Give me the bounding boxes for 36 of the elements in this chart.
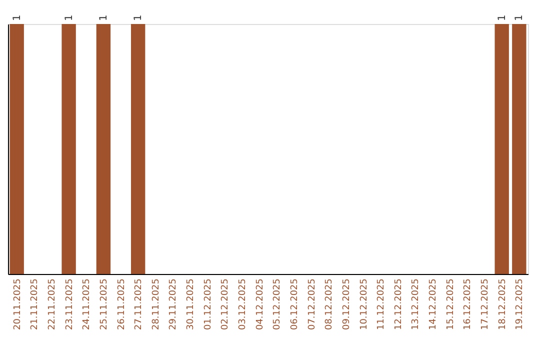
x-tick-label: 11.12.2025 [376, 278, 387, 330]
x-tick-label: 02.12.2025 [220, 278, 231, 330]
x-tick-label: 21.11.2025 [30, 278, 40, 330]
x-tick-label: 03.12.2025 [238, 278, 248, 330]
x-tick-label: 27.11.2025 [134, 278, 144, 330]
x-tick-label: 14.12.2025 [428, 278, 439, 330]
x-tick-label: 04.12.2025 [255, 278, 266, 330]
x-tick-label: 20.11.2025 [12, 278, 23, 330]
x-tick-label: 26.11.2025 [116, 278, 127, 330]
x-tick-label: 15.12.2025 [446, 278, 456, 330]
data-label: 1 [496, 14, 508, 21]
x-tick-label: 18.12.2025 [498, 278, 508, 330]
x-tick-label: 08.12.2025 [324, 278, 335, 330]
x-tick-label: 19.12.2025 [515, 278, 526, 330]
data-label: 1 [514, 14, 526, 21]
x-tick-label: 07.12.2025 [307, 278, 318, 330]
x-tick-label: 17.12.2025 [480, 278, 491, 330]
data-label: 1 [12, 14, 23, 21]
x-tick-label: 05.12.2025 [272, 278, 283, 330]
x-tick-label: 29.11.2025 [168, 278, 179, 330]
x-tick-label: 01.12.2025 [203, 278, 214, 330]
x-tick-label: 22.11.2025 [47, 278, 58, 330]
x-tick-label: 12.12.2025 [394, 278, 404, 330]
x-tick-label: 23.11.2025 [64, 278, 75, 330]
x-tick-label: 28.11.2025 [151, 278, 162, 330]
data-label: 1 [64, 14, 75, 21]
x-tick-label: 13.12.2025 [411, 278, 422, 330]
x-tick-label: 10.12.2025 [359, 278, 370, 330]
data-label: 1 [98, 14, 110, 21]
x-tick-label: 06.12.2025 [290, 278, 300, 330]
x-tick-label: 24.11.2025 [82, 278, 92, 330]
data-label: 1 [133, 14, 144, 21]
x-tick-label: 25.11.2025 [99, 278, 110, 330]
x-tick-label: 09.12.2025 [342, 278, 352, 330]
x-tick-label: 16.12.2025 [463, 278, 474, 330]
x-tick-label: 30.11.2025 [186, 278, 196, 330]
